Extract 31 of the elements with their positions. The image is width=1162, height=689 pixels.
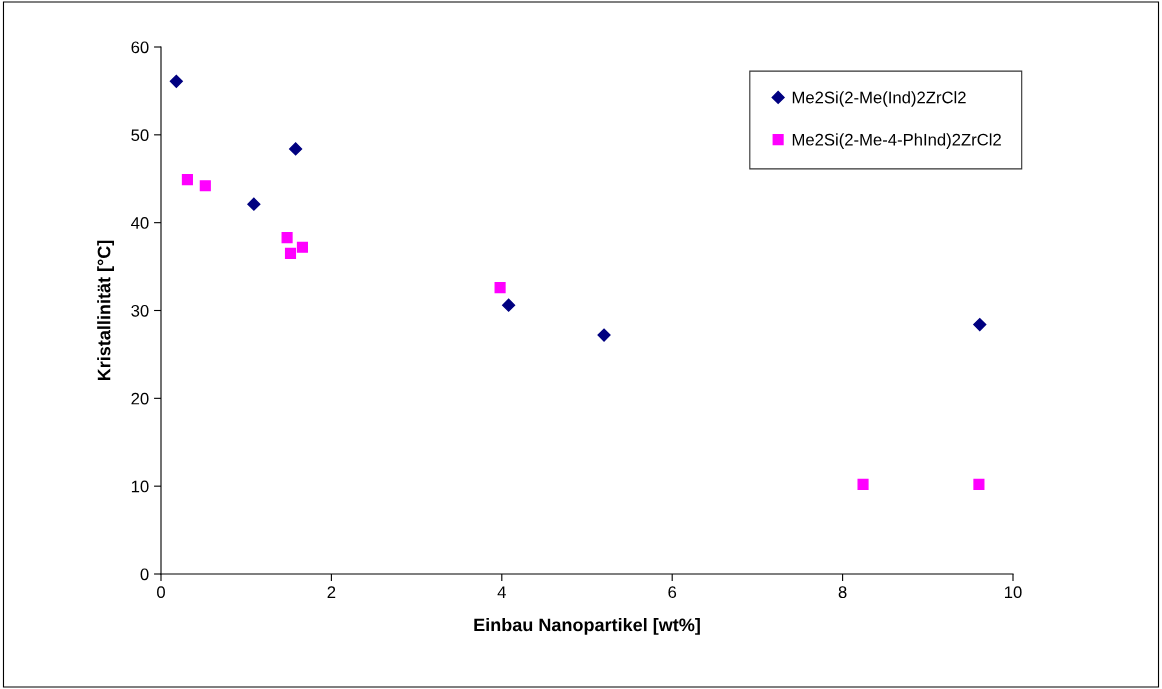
- x-tick-label: 10: [1005, 586, 1022, 599]
- point: [284, 247, 297, 259]
- point: [857, 478, 869, 490]
- y-tick-label: 20: [131, 392, 149, 405]
- point: [973, 317, 987, 332]
- point: [494, 282, 506, 294]
- y-tick-label: 50: [131, 129, 149, 142]
- point: [181, 174, 193, 186]
- x-tick-label: 0: [157, 586, 165, 599]
- y-axis-title: Kristallinität [°C]: [97, 240, 114, 381]
- legend-label: Me2Si(2-Me-4-PhInd)2ZrCl2: [792, 133, 1001, 149]
- point: [247, 197, 261, 211]
- point: [597, 328, 611, 342]
- x-tick-label: 6: [668, 586, 677, 599]
- x-tick-label: 4: [497, 586, 506, 598]
- y-tick-label: 10: [131, 480, 149, 493]
- x-tick-label: 2: [327, 586, 336, 598]
- x-axis-title: Einbau Nanopartikel [wt%]: [474, 618, 700, 635]
- point: [199, 180, 211, 192]
- y-tick-label: 60: [131, 41, 149, 54]
- point: [281, 232, 293, 244]
- y-tick-label: 30: [131, 304, 149, 317]
- point: [973, 478, 985, 490]
- x-tick-label: 8: [838, 586, 847, 599]
- point: [169, 74, 183, 88]
- legend-label: Me2Si(2-Me(Ind)2ZrCl2: [792, 91, 966, 107]
- y-tick-label: 0: [140, 568, 149, 581]
- y-tick-label: 40: [131, 217, 149, 229]
- point: [502, 298, 516, 312]
- point: [296, 241, 308, 253]
- point: [289, 142, 303, 156]
